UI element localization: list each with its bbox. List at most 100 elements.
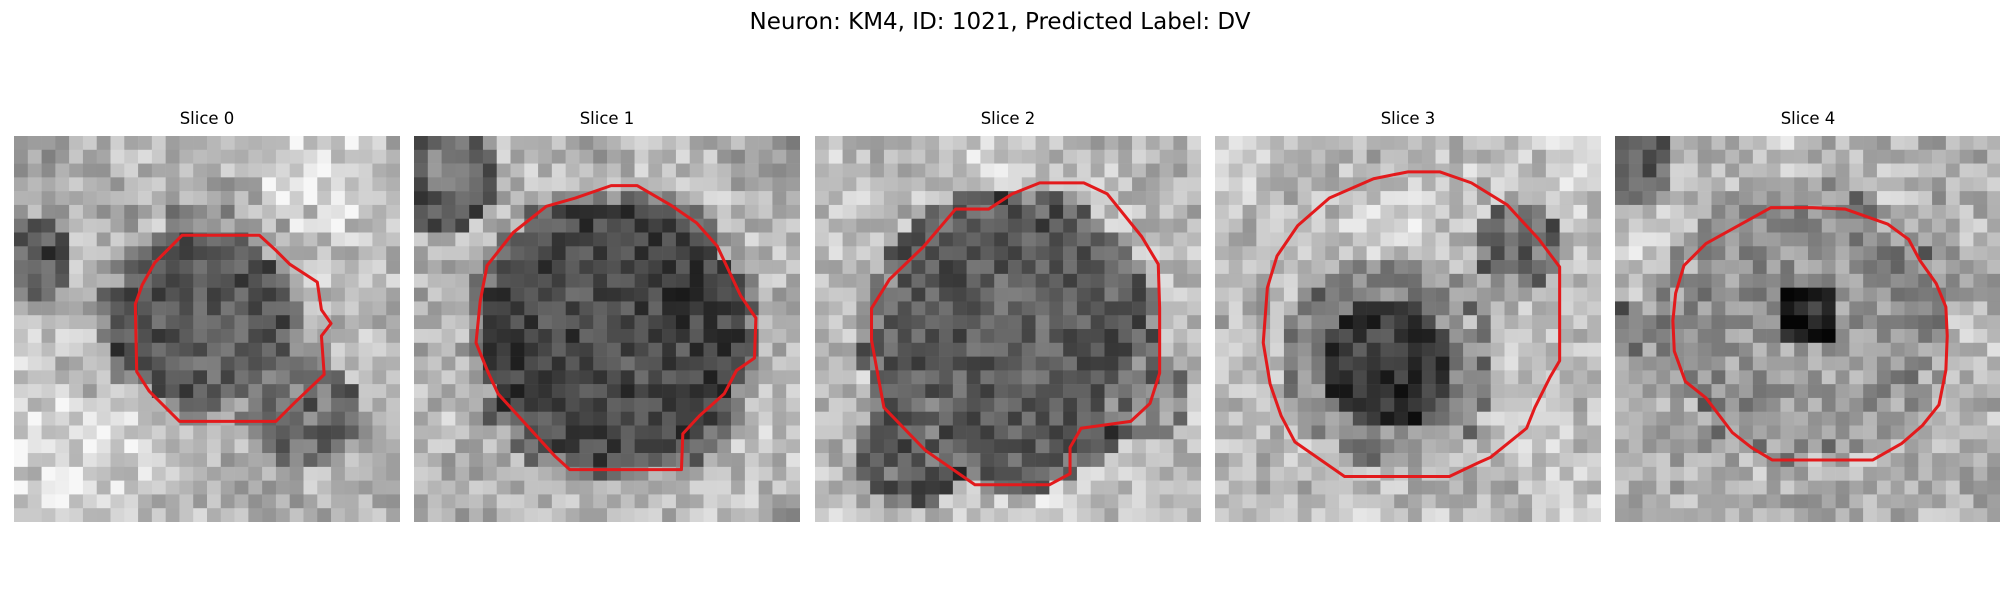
pixel: [994, 439, 1009, 454]
pixel: [939, 246, 954, 261]
pixel: [386, 260, 400, 275]
pixel: [1987, 453, 2000, 468]
pixel: [1173, 508, 1188, 522]
pixel: [234, 480, 249, 495]
pixel: [1670, 384, 1685, 399]
pixel: [1035, 384, 1050, 399]
pixel: [27, 397, 42, 412]
pixel: [386, 177, 400, 192]
pixel: [744, 177, 759, 192]
pixel: [772, 370, 787, 385]
pixel: [496, 466, 511, 481]
pixel: [82, 273, 97, 288]
pixel: [1449, 329, 1464, 344]
pixel: [565, 494, 580, 509]
pixel: [1132, 191, 1147, 206]
pixel: [441, 260, 456, 275]
pixel: [1311, 494, 1326, 509]
pixel: [1339, 384, 1354, 399]
pixel: [372, 246, 387, 261]
pixel: [524, 136, 539, 151]
pixel: [1835, 411, 1850, 426]
pixel: [815, 370, 830, 385]
pixel: [1587, 177, 1601, 192]
pixel: [496, 453, 511, 468]
pixel: [1118, 466, 1133, 481]
pixel: [386, 411, 400, 426]
pixel: [966, 273, 981, 288]
pixel: [675, 177, 690, 192]
pixel: [1849, 370, 1864, 385]
pixel: [911, 370, 926, 385]
pixel: [55, 411, 70, 426]
pixel: [815, 356, 830, 371]
pixel: [1090, 439, 1105, 454]
pixel: [1670, 466, 1685, 481]
pixel: [317, 177, 332, 192]
pixel: [1339, 453, 1354, 468]
pixel: [966, 218, 981, 233]
pixel: [1352, 508, 1367, 522]
pixel: [1863, 218, 1878, 233]
pixel: [41, 439, 56, 454]
pixel: [675, 260, 690, 275]
pixel: [772, 494, 787, 509]
pixel: [138, 218, 153, 233]
pixel: [1228, 273, 1243, 288]
pixel: [1490, 287, 1505, 302]
pixel: [1021, 163, 1036, 178]
pixel: [717, 301, 732, 316]
pixel: [124, 494, 139, 509]
pixel: [1739, 370, 1754, 385]
pixel: [386, 384, 400, 399]
pixel: [386, 439, 400, 454]
pixel: [1683, 397, 1698, 412]
pixel: [344, 149, 359, 164]
pixel: [675, 287, 690, 302]
pixel: [1173, 342, 1188, 357]
pixel: [510, 260, 525, 275]
pixel: [952, 370, 967, 385]
pixel: [883, 287, 898, 302]
pixel: [1104, 232, 1119, 247]
pixel: [1945, 260, 1960, 275]
pixel: [441, 329, 456, 344]
pixel: [1118, 163, 1133, 178]
pixel: [1890, 149, 1905, 164]
pixel: [551, 439, 566, 454]
pixel: [69, 232, 84, 247]
pixel: [455, 508, 470, 522]
pixel: [1849, 494, 1864, 509]
pixel: [441, 397, 456, 412]
pixel: [179, 356, 194, 371]
slice-image: [1215, 136, 1601, 522]
pixel: [1904, 232, 1919, 247]
pixel: [593, 480, 608, 495]
pixel: [1076, 246, 1091, 261]
pixel: [1049, 218, 1064, 233]
pixel: [1394, 246, 1409, 261]
pixel: [1711, 480, 1726, 495]
pixel: [1711, 149, 1726, 164]
pixel: [1352, 287, 1367, 302]
pixel: [1242, 204, 1257, 219]
pixel: [1959, 397, 1974, 412]
pixel: [1890, 287, 1905, 302]
pixel: [82, 508, 97, 522]
pixel: [1573, 163, 1588, 178]
pixel: [966, 494, 981, 509]
pixel: [124, 370, 139, 385]
pixel: [386, 397, 400, 412]
pixel: [952, 397, 967, 412]
pixel: [994, 136, 1009, 151]
pixel: [1780, 397, 1795, 412]
pixel: [1573, 329, 1588, 344]
pixel: [275, 508, 290, 522]
pixel: [675, 163, 690, 178]
pixel: [593, 273, 608, 288]
pixel: [455, 315, 470, 330]
pixel: [1725, 466, 1740, 481]
pixel: [1118, 315, 1133, 330]
pixel: [925, 204, 940, 219]
pixel: [579, 204, 594, 219]
